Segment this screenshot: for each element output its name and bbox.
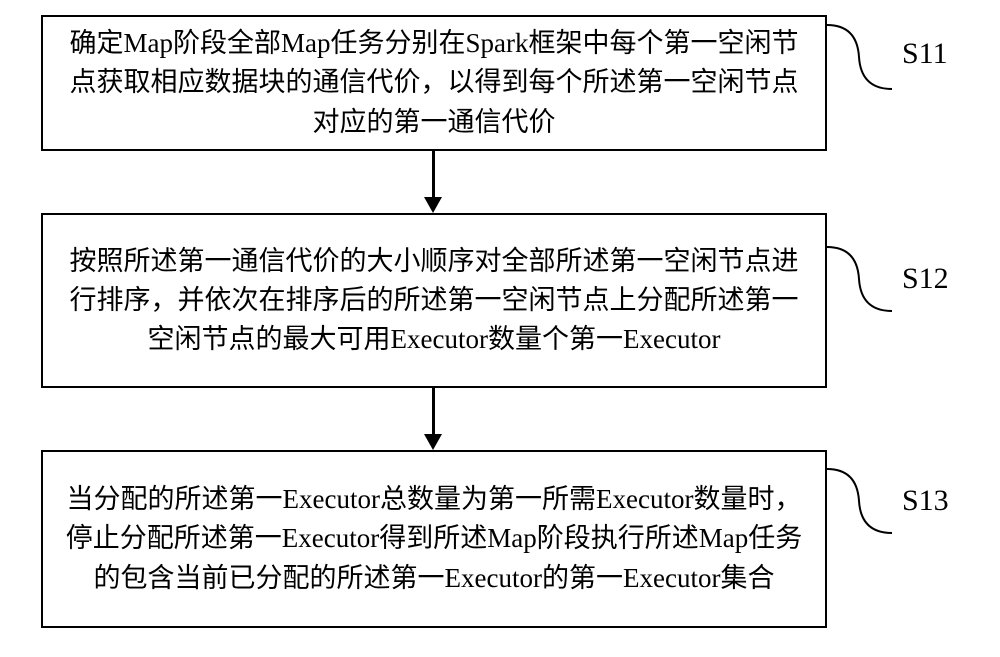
label-connector-s13 bbox=[827, 466, 892, 536]
label-connector-s11 bbox=[827, 22, 892, 92]
arrow-s12-s13-line bbox=[432, 388, 435, 434]
flow-box-s11-text: 确定Map阶段全部Map任务分别在Spark框架中每个第一空闲节点获取相应数据块… bbox=[63, 24, 805, 141]
flow-box-s13-text: 当分配的所述第一Executor总数量为第一所需Executor数量时，停止分配… bbox=[63, 480, 805, 597]
arrow-s11-s12-line bbox=[432, 151, 435, 197]
label-connector-s12 bbox=[827, 244, 892, 314]
step-label-s11: S11 bbox=[902, 37, 948, 71]
flow-box-s12-text: 按照所述第一通信代价的大小顺序对全部所述第一空闲节点进行排序，并依次在排序后的所… bbox=[63, 242, 805, 359]
flow-box-s13: 当分配的所述第一Executor总数量为第一所需Executor数量时，停止分配… bbox=[41, 450, 827, 628]
flow-box-s12: 按照所述第一通信代价的大小顺序对全部所述第一空闲节点进行排序，并依次在排序后的所… bbox=[41, 213, 827, 388]
step-label-s12: S12 bbox=[902, 262, 949, 296]
flow-box-s11: 确定Map阶段全部Map任务分别在Spark框架中每个第一空闲节点获取相应数据块… bbox=[41, 15, 827, 151]
arrow-s11-s12-head bbox=[424, 197, 442, 213]
step-label-s13: S13 bbox=[902, 484, 949, 518]
arrow-s12-s13-head bbox=[424, 434, 442, 450]
